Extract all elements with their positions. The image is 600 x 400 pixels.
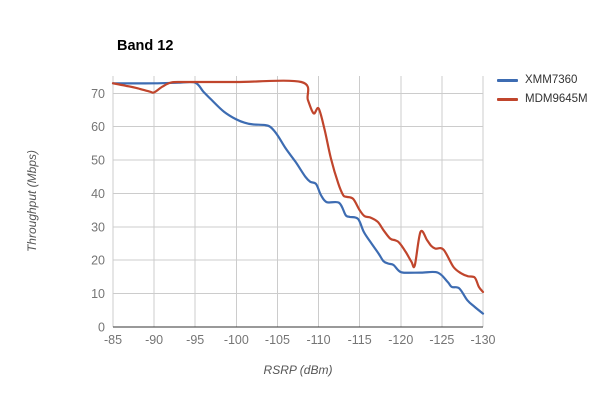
y-tick-label: 40 bbox=[91, 187, 105, 201]
y-tick-label: 20 bbox=[91, 254, 105, 268]
y-tick-label: 50 bbox=[91, 154, 105, 168]
x-tick-label: -130 bbox=[470, 333, 495, 347]
legend-swatch bbox=[497, 97, 518, 101]
x-tick-label: -120 bbox=[388, 333, 413, 347]
y-axis-title: Throughput (Mbps) bbox=[25, 149, 39, 253]
legend-item-label: XMM7360 bbox=[525, 74, 578, 86]
x-axis-title: RSRP (dBm) bbox=[263, 363, 333, 377]
legend-swatch bbox=[497, 78, 518, 82]
legend-item: XMM7360 bbox=[497, 74, 588, 86]
y-tick-label: 70 bbox=[91, 87, 105, 101]
legend: XMM7360 MDM9645M bbox=[497, 74, 588, 105]
legend-item: MDM9645M bbox=[497, 93, 588, 105]
x-tick-label: -125 bbox=[429, 333, 454, 347]
y-tick-label: 30 bbox=[91, 220, 105, 234]
series-line-mdm9645m bbox=[111, 79, 485, 294]
x-tick-label: -110 bbox=[307, 333, 331, 347]
x-tick-label: -115 bbox=[348, 333, 372, 347]
chart-title: Band 12 bbox=[117, 38, 174, 54]
series-line-xmm7360 bbox=[111, 80, 485, 315]
x-tick-label: -90 bbox=[145, 333, 163, 347]
legend-item-label: MDM9645M bbox=[525, 93, 588, 105]
x-tick-label: -95 bbox=[186, 333, 204, 347]
y-tick-label: 10 bbox=[91, 287, 105, 301]
y-tick-label: 0 bbox=[98, 321, 105, 335]
x-tick-label: -85 bbox=[104, 333, 122, 347]
y-tick-label: 60 bbox=[91, 120, 105, 134]
x-tick-label: -105 bbox=[265, 333, 290, 347]
x-tick-label: -100 bbox=[224, 333, 249, 347]
